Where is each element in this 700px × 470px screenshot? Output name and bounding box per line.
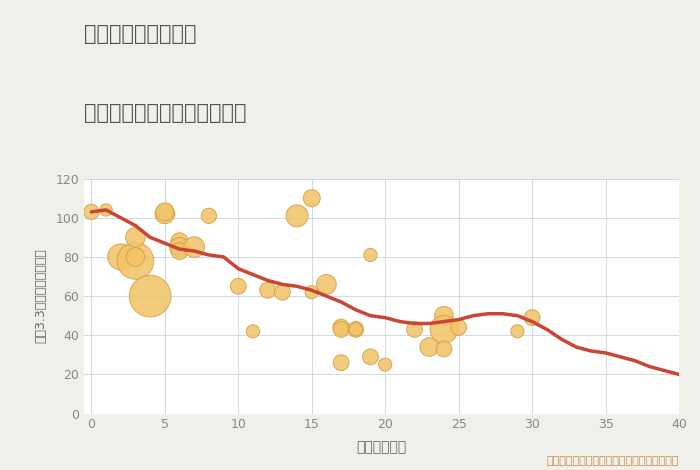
Point — [130, 234, 141, 241]
X-axis label: 築年数（年）: 築年数（年） — [356, 440, 407, 454]
Point — [438, 312, 449, 320]
Point — [100, 206, 111, 214]
Point — [306, 289, 317, 296]
Point — [335, 359, 346, 367]
Y-axis label: 坪（3.3㎡）単価（万円）: 坪（3.3㎡）単価（万円） — [34, 249, 47, 344]
Point — [144, 292, 155, 300]
Point — [232, 282, 244, 290]
Point — [335, 326, 346, 333]
Point — [159, 210, 170, 218]
Point — [350, 326, 361, 333]
Point — [174, 243, 185, 251]
Point — [512, 328, 523, 335]
Point — [115, 253, 126, 261]
Point — [262, 287, 273, 294]
Point — [424, 343, 435, 351]
Point — [203, 212, 214, 219]
Point — [174, 237, 185, 245]
Point — [130, 257, 141, 265]
Point — [526, 314, 538, 321]
Point — [438, 326, 449, 333]
Text: 円の大きさは、取引のあった物件面積を示す: 円の大きさは、取引のあった物件面積を示す — [547, 456, 679, 466]
Point — [306, 195, 317, 202]
Point — [350, 326, 361, 333]
Point — [321, 281, 332, 288]
Point — [174, 247, 185, 255]
Point — [453, 324, 464, 331]
Point — [291, 212, 302, 219]
Point — [335, 324, 346, 331]
Text: 三重県四日市市川北: 三重県四日市市川北 — [84, 24, 197, 44]
Point — [130, 253, 141, 261]
Point — [276, 289, 288, 296]
Point — [85, 208, 97, 216]
Point — [247, 328, 258, 335]
Text: 築年数別中古マンション価格: 築年数別中古マンション価格 — [84, 103, 246, 124]
Point — [365, 353, 376, 360]
Point — [159, 208, 170, 216]
Point — [379, 361, 391, 368]
Point — [365, 251, 376, 258]
Point — [438, 345, 449, 352]
Point — [409, 326, 420, 333]
Point — [188, 243, 199, 251]
